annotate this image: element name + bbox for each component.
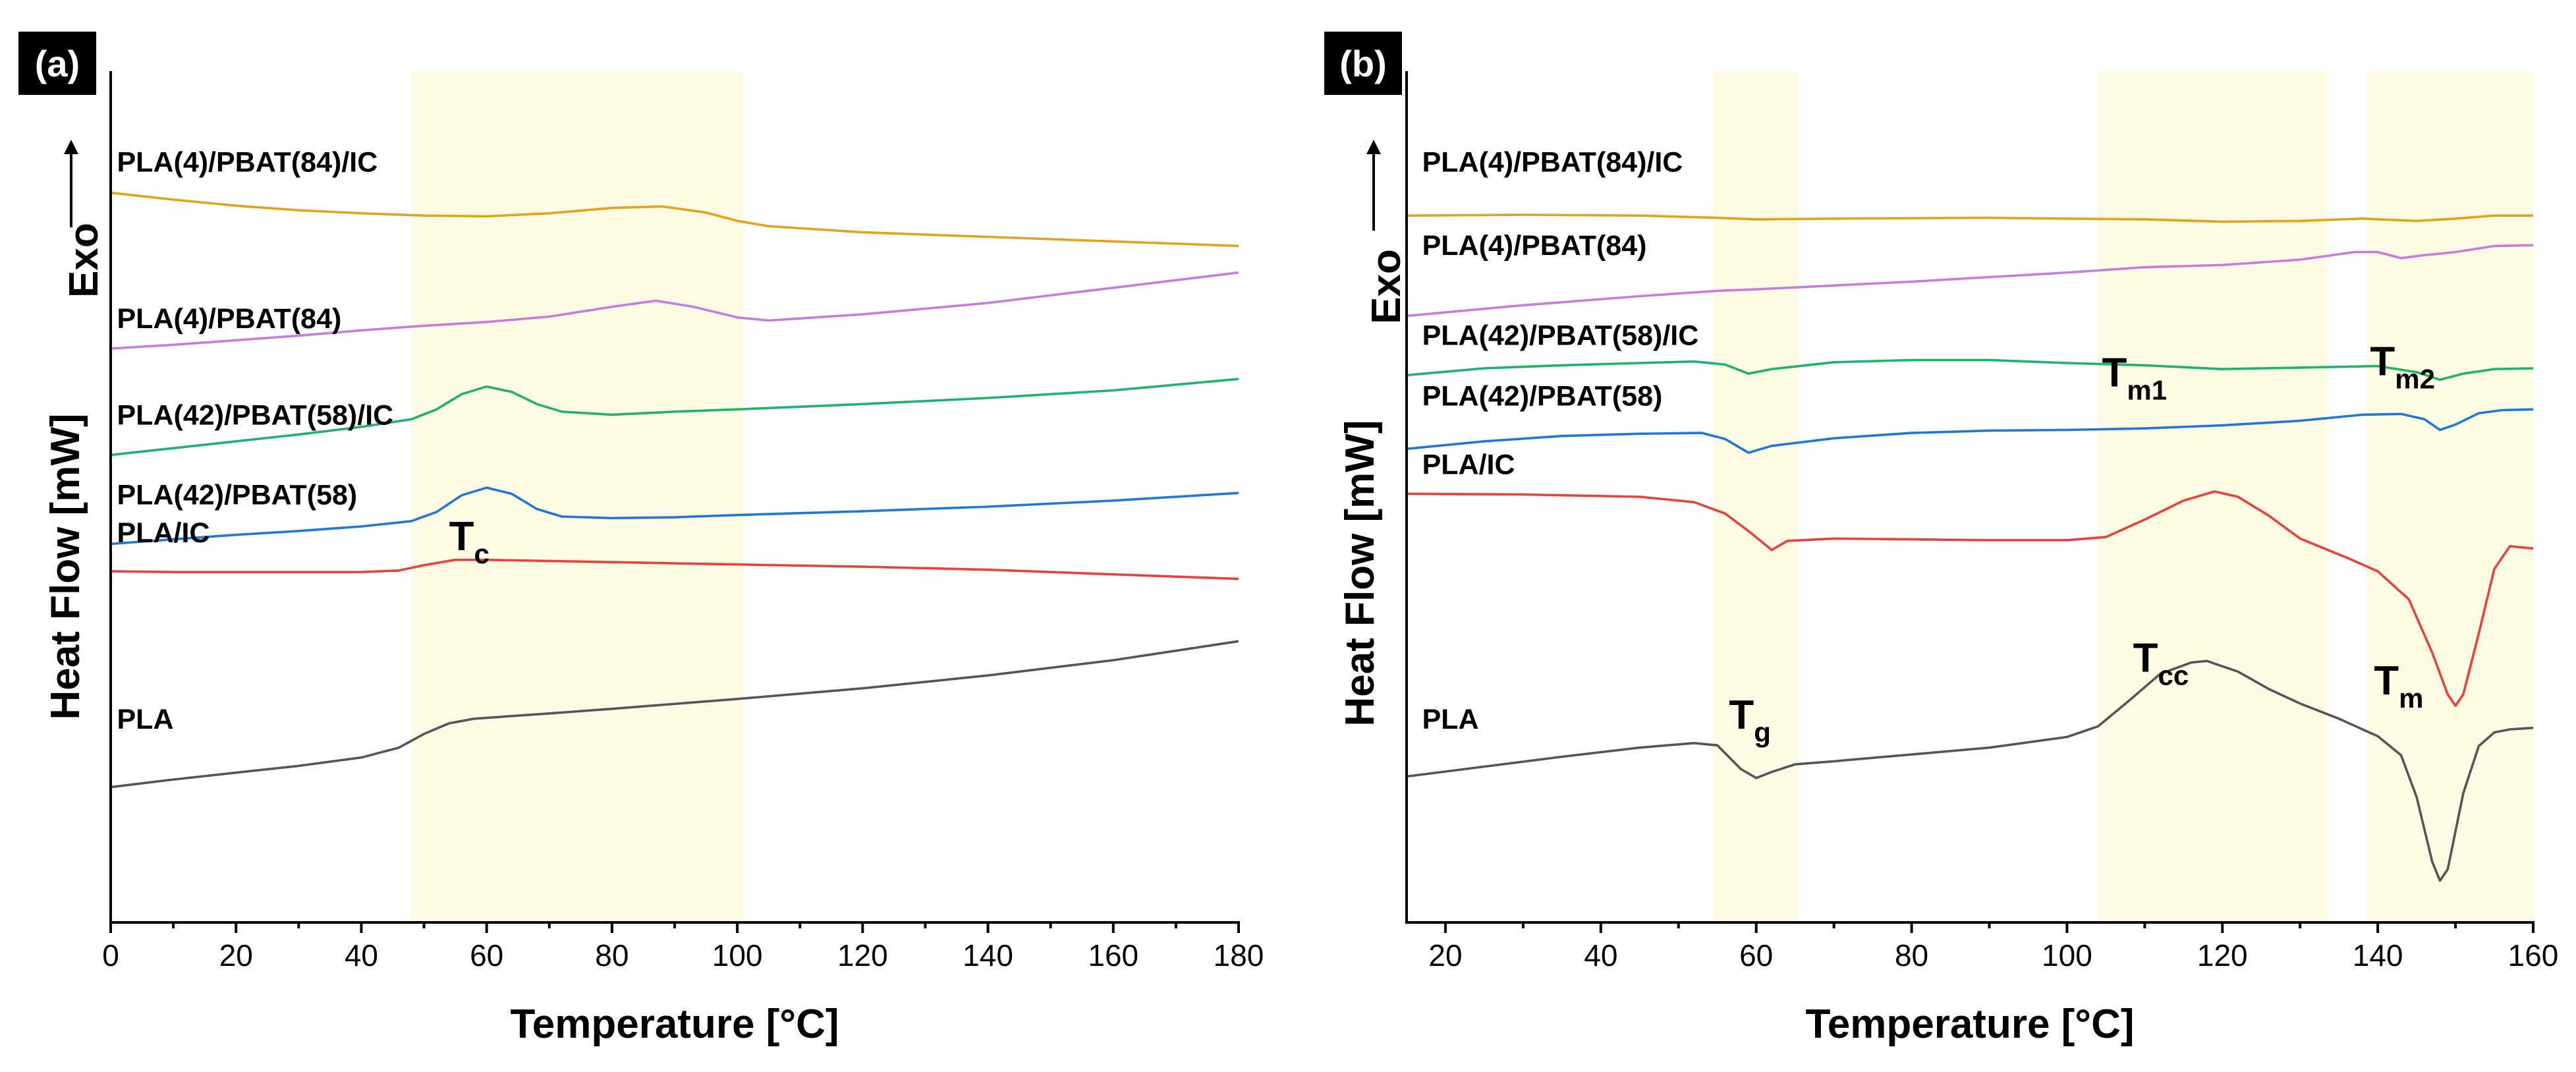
x-tick-label: 100 [712, 938, 763, 973]
x-tick-label: 20 [1428, 938, 1462, 973]
x-tick-label: 120 [837, 938, 888, 973]
panel-badge-label: (b) [1339, 43, 1387, 84]
x-tick-label: 140 [2353, 938, 2403, 973]
series-label: PLA(4)/PBAT(84)/IC [1422, 146, 1683, 178]
x-tick-label: 60 [1739, 938, 1773, 973]
series-label: PLA [117, 704, 174, 735]
x-tick-label: 0 [102, 938, 119, 973]
y-axis-title: Heat Flow [mW] [43, 414, 88, 720]
series-label: PLA(4)/PBAT(84)/IC [117, 146, 378, 178]
x-axis-title: Temperature [°C] [510, 1001, 839, 1047]
exo-arrow-head-icon [1366, 140, 1381, 154]
series-label: PLA/IC [1422, 449, 1515, 480]
x-tick-label: 40 [1584, 938, 1617, 973]
x-tick-label: 140 [963, 938, 1013, 973]
series-line-6 [110, 640, 1239, 789]
series-line-5 [1406, 490, 2534, 707]
x-tick-label: 120 [2197, 938, 2248, 973]
exo-label: Exo [61, 223, 107, 298]
panel-badge-label: (a) [35, 43, 80, 84]
series-label: PLA(42)/PBAT(58)/IC [117, 399, 394, 431]
series-line-2 [110, 271, 1239, 350]
series-label: PLA(4)/PBAT(84) [1422, 230, 1647, 262]
series-line-2 [1406, 244, 2534, 318]
panel-b: PLA(4)/PBAT(84)/IC PLA(4)/PBAT(84) PLA(42)… [1324, 32, 2558, 1047]
series-label: PLA(42)/PBAT(58) [117, 480, 358, 511]
series-line-1 [110, 191, 1239, 248]
series-label: PLA(4)/PBAT(84) [117, 303, 342, 335]
x-tick-label: 40 [345, 938, 378, 973]
series-label: PLA [1422, 704, 1479, 735]
shaded-band-2 [2098, 71, 2328, 922]
x-tick-label: 60 [470, 938, 503, 973]
panel-a: PLA(4)/PBAT(84)/IC PLA(4)/PBAT(84) PLA(42)… [18, 32, 1264, 1047]
x-tick-label: 20 [219, 938, 253, 973]
exo-arrow-head-icon [64, 140, 78, 154]
x-tick-label: 160 [2508, 938, 2559, 973]
x-tick-label: 80 [595, 938, 629, 973]
x-tick-label: 160 [1088, 938, 1138, 973]
series-label: PLA(42)/PBAT(58) [1422, 381, 1663, 412]
x-axis-title: Temperature [°C] [1805, 1001, 2134, 1047]
panel-badge [18, 32, 96, 95]
series-line-4 [1406, 408, 2534, 454]
shaded-band-1 [411, 71, 744, 922]
series-line-3 [110, 378, 1239, 457]
series-line-1 [1406, 213, 2533, 223]
y-axis-title: Heat Flow [mW] [1337, 420, 1383, 727]
series-line-5 [110, 558, 1239, 580]
x-tick-label: 180 [1214, 938, 1264, 973]
series-line-4 [110, 486, 1239, 546]
panel-badge [1324, 32, 1402, 95]
series-label: PLA(42)/PBAT(58)/IC [1422, 320, 1699, 351]
series-line-3 [1406, 358, 2534, 381]
shaded-band-3 [2366, 71, 2533, 922]
exo-label: Exo [1364, 249, 1409, 324]
series-label: PLA/IC [117, 517, 210, 549]
series-line-6 [1406, 660, 2534, 882]
shaded-band-1 [1713, 71, 1799, 922]
x-tick-label: 80 [1895, 938, 1928, 973]
x-tick-label: 100 [2042, 938, 2092, 973]
